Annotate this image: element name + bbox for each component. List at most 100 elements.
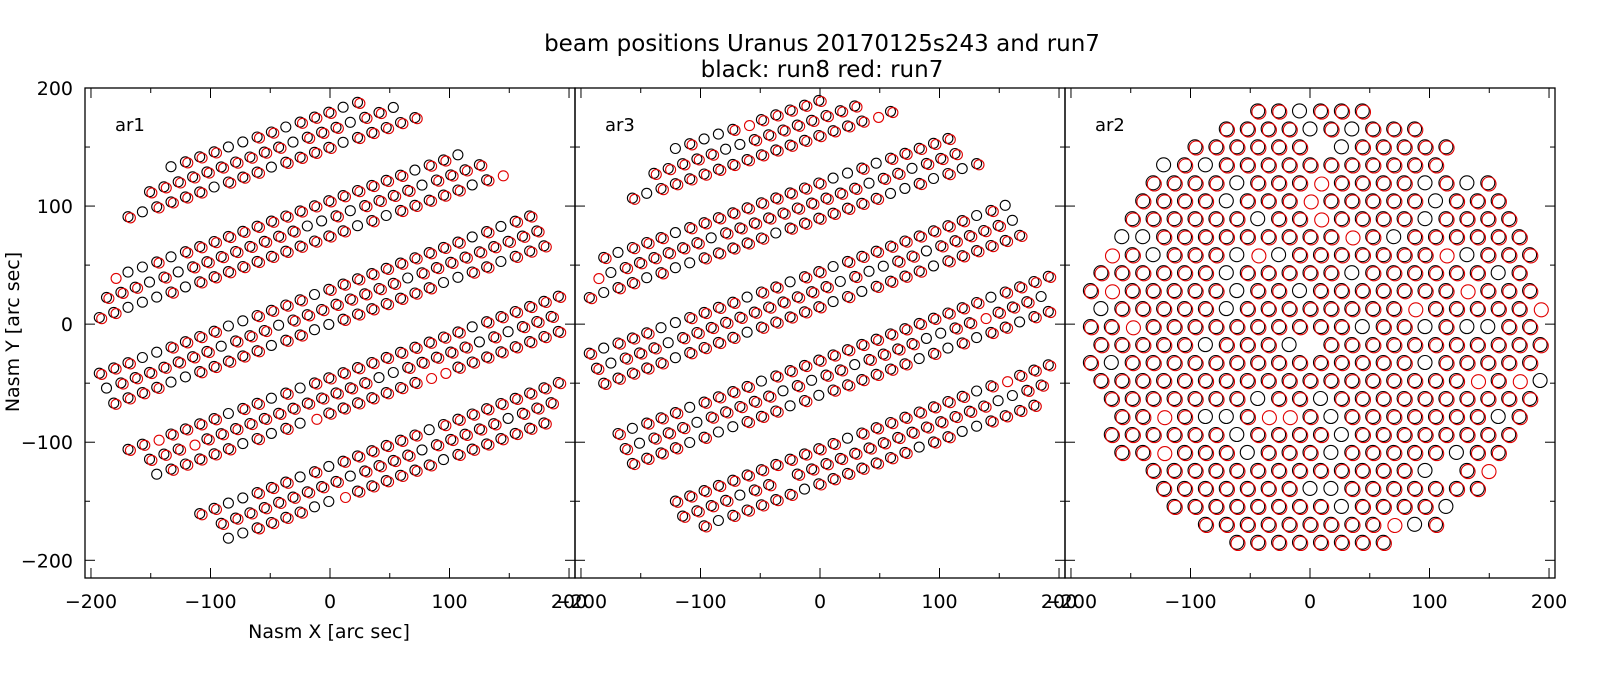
beam-marker: [837, 106, 849, 118]
beam-marker: [368, 393, 380, 405]
beam-marker: [736, 223, 748, 235]
beam-marker: [1396, 283, 1412, 299]
beam-marker: [1366, 194, 1382, 210]
beam-marker: [411, 430, 423, 442]
beam-marker: [693, 238, 705, 250]
beam-marker: [280, 121, 292, 133]
beam-marker: [899, 182, 911, 194]
beam-marker: [1396, 211, 1412, 227]
beam-marker: [715, 248, 727, 260]
beam-marker: [153, 257, 165, 269]
beam-marker: [930, 313, 942, 325]
beam-marker: [1387, 194, 1403, 210]
beam-marker: [829, 350, 842, 362]
beam-marker: [741, 326, 753, 338]
beam-marker: [1387, 482, 1403, 498]
beam-marker: [614, 429, 626, 441]
beam-marker: [1251, 104, 1267, 120]
beam-marker: [772, 317, 784, 329]
beam-marker: [715, 302, 727, 315]
beam-marker: [354, 363, 366, 375]
beam-marker: [1375, 390, 1391, 407]
beam-marker: [1407, 193, 1423, 209]
beam-marker: [237, 438, 249, 450]
beam-marker: [1365, 301, 1381, 317]
beam-marker: [1208, 390, 1224, 407]
beam-marker: [282, 477, 294, 489]
beam-marker: [712, 128, 724, 140]
beam-marker: [1156, 193, 1172, 209]
beam-marker: [1293, 320, 1309, 336]
beam-marker: [1291, 462, 1308, 478]
beam-marker: [454, 237, 466, 249]
beam-marker: [1408, 446, 1424, 462]
beam-marker: [189, 262, 201, 274]
beam-marker: [1396, 426, 1412, 443]
beam-marker: [483, 352, 495, 364]
beam-marker: [758, 198, 770, 210]
beam-marker: [849, 270, 861, 282]
beam-marker: [1324, 230, 1340, 246]
beam-marker: [383, 476, 395, 488]
beam-marker: [426, 283, 438, 295]
beam-marker: [1291, 498, 1308, 514]
beam-marker: [1344, 337, 1360, 353]
beam-marker: [1125, 428, 1141, 444]
beam-marker: [686, 348, 698, 360]
beam-marker: [1240, 517, 1257, 534]
beam-marker: [375, 196, 387, 208]
beam-marker: [239, 172, 251, 184]
beam-marker: [1291, 175, 1308, 191]
beam-marker: [1407, 408, 1423, 425]
beam-marker: [1016, 370, 1028, 383]
beam-marker: [727, 158, 739, 170]
beam-marker: [1230, 392, 1246, 408]
series-run8: [93, 96, 564, 544]
beam-marker: [253, 167, 266, 179]
beam-marker: [1439, 140, 1455, 156]
beam-marker: [951, 323, 963, 335]
beam-marker: [1281, 372, 1297, 389]
beam-marker: [1250, 283, 1266, 299]
beam-marker: [643, 363, 655, 375]
beam-marker: [1333, 462, 1349, 478]
beam-marker: [758, 322, 770, 334]
beam-marker: [1375, 426, 1391, 443]
beam-marker: [700, 308, 713, 320]
beam-marker: [1219, 230, 1236, 246]
beam-marker: [930, 437, 942, 449]
beam-marker: [1115, 302, 1131, 318]
beam-marker: [1397, 140, 1413, 156]
beam-marker: [743, 417, 756, 429]
beam-marker: [461, 429, 473, 441]
beam-marker: [772, 406, 784, 418]
beam-marker: [497, 312, 509, 324]
beam-marker: [1229, 211, 1245, 227]
beam-marker: [416, 179, 428, 191]
beam-marker: [1427, 480, 1444, 496]
beam-marker: [1302, 265, 1318, 281]
beam-marker: [1208, 319, 1224, 335]
beam-marker: [1459, 354, 1475, 371]
beam-marker: [1229, 498, 1245, 514]
beam-marker: [1314, 320, 1330, 336]
beam-marker: [361, 289, 373, 301]
beam-marker: [1218, 229, 1234, 245]
beam-marker: [708, 501, 720, 513]
beam-marker: [913, 441, 925, 453]
beam-marker: [1271, 319, 1287, 335]
beam-marker: [987, 416, 999, 428]
beam-marker: [1522, 247, 1538, 263]
beam-marker: [1314, 104, 1330, 120]
beam-marker: [1082, 319, 1098, 335]
beam-marker: [1104, 428, 1121, 444]
beam-marker: [1490, 408, 1506, 425]
beam-marker: [318, 305, 330, 317]
beam-marker: [1199, 446, 1215, 462]
beam-marker: [777, 207, 789, 219]
beam-marker: [1438, 319, 1454, 335]
beam-marker: [375, 284, 387, 296]
beam-marker: [722, 228, 734, 240]
beam-marker: [225, 356, 237, 368]
